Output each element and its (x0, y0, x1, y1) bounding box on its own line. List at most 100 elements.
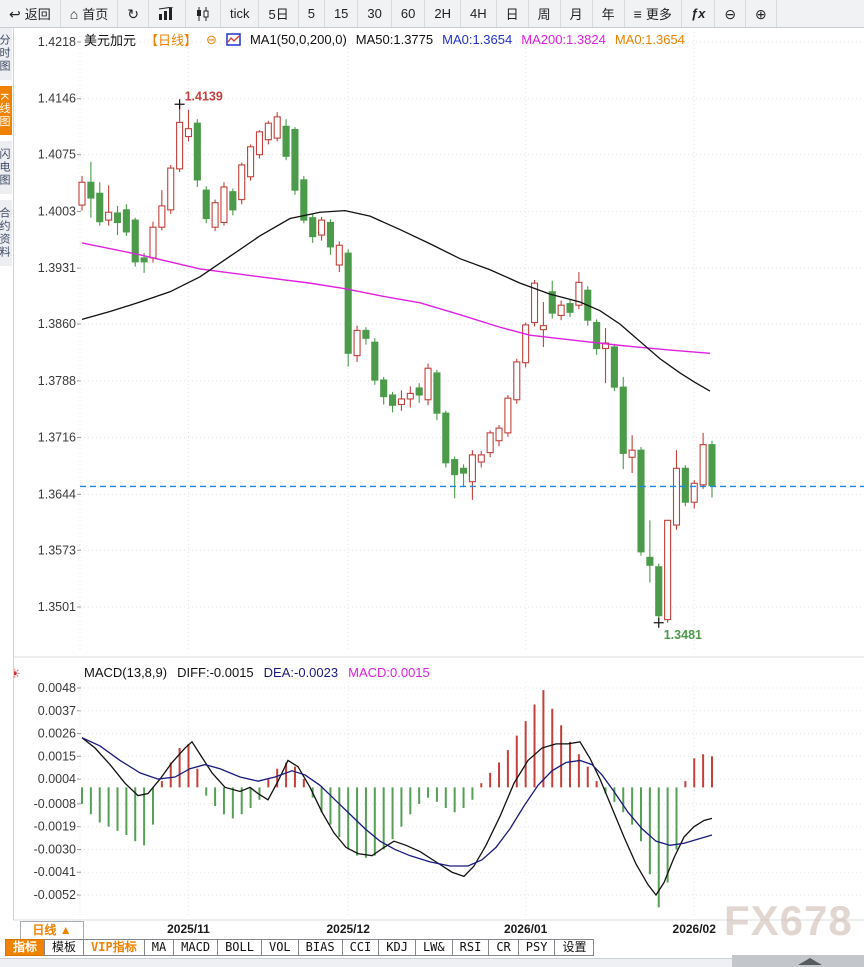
ma0-orange-value: MA0:1.3654 (614, 32, 685, 47)
tab-MACD[interactable]: MACD (173, 939, 219, 956)
ma50-value: MA50:1.3775 (355, 32, 434, 47)
diff-value: DIFF:-0.0015 (177, 665, 254, 680)
toolbar-item-refresh[interactable]: ↻ (118, 0, 149, 27)
toolbar-item-tick[interactable]: tick (221, 0, 260, 27)
toolbar-item-home[interactable]: ⌂ 首页 (61, 0, 119, 27)
ma-settings-label: MA1(50,0,200,0) (249, 32, 347, 47)
tab-指标[interactable]: 指标 (5, 939, 46, 956)
toolbar-item-candlestick[interactable] (186, 0, 221, 27)
svg-text:2026/02: 2026/02 (673, 922, 717, 936)
toolbar-item-day[interactable]: 日 (497, 0, 529, 27)
tab-VIP指标[interactable]: VIP指标 (83, 939, 145, 956)
watermark: FX678 (724, 897, 853, 944)
tab-PSY[interactable]: PSY (517, 939, 556, 956)
tab-BIAS[interactable]: BIAS (297, 939, 343, 956)
toolbar-label: 2H (434, 6, 451, 21)
toolbar-item-back[interactable]: ↩ 返回 (0, 0, 61, 27)
toolbar-label: 15 (333, 6, 349, 21)
toolbar-item-zoom-out[interactable]: ⊖ (715, 0, 747, 27)
svg-text:1.4146: 1.4146 (38, 92, 76, 106)
toolbar-label: 30 (367, 6, 382, 21)
collapse-panel-icon[interactable]: ⊖ (206, 31, 217, 47)
tab-LW&[interactable]: LW& (414, 939, 453, 956)
toolbar-label: 5日 (268, 7, 289, 22)
toolbar-item-m15[interactable]: 15 (325, 0, 359, 27)
svg-text:-0.0052: -0.0052 (34, 888, 76, 902)
toolbar-item-h2[interactable]: 2H (425, 0, 461, 27)
tab-CR[interactable]: CR (488, 939, 519, 956)
toolbar-label: 5 (307, 6, 315, 21)
ma50-line (81, 209, 711, 392)
tab-设置[interactable]: 设置 (554, 939, 595, 956)
svg-text:1.3860: 1.3860 (38, 317, 76, 331)
tab-BOLL[interactable]: BOLL (217, 939, 262, 956)
svg-text:1.3788: 1.3788 (38, 374, 76, 388)
svg-text:1.4003: 1.4003 (38, 204, 76, 218)
svg-text:-0.0041: -0.0041 (34, 865, 76, 879)
menu-icon: ≡ (633, 5, 642, 22)
toolbar-item-more[interactable]: ≡ 更多 (625, 0, 682, 27)
toolbar-label: 日 (505, 7, 519, 22)
svg-text:1.3644: 1.3644 (38, 487, 76, 501)
tab-RSI[interactable]: RSI (451, 939, 490, 956)
svg-text:1.3931: 1.3931 (38, 261, 76, 275)
tab-模板[interactable]: 模板 (44, 939, 85, 956)
toolbar-label: 60 (400, 6, 416, 21)
svg-text:0.0026: 0.0026 (38, 727, 76, 741)
sidebar-item-1[interactable]: K线图 (0, 86, 12, 136)
tab-CCI[interactable]: CCI (341, 939, 380, 956)
svg-text:1.3481: 1.3481 (664, 628, 702, 642)
ma200-line (81, 242, 711, 354)
svg-text:2026/01: 2026/01 (504, 922, 548, 936)
ma-chart-icon (226, 33, 241, 46)
svg-text:1.3573: 1.3573 (38, 543, 76, 557)
svg-text:1.4075: 1.4075 (38, 148, 76, 162)
toolbar-item-year[interactable]: 年 (593, 0, 625, 27)
toolbar-label: 月 (569, 7, 583, 22)
svg-text:-0.0030: -0.0030 (34, 842, 76, 856)
dea-value: DEA:-0.0023 (263, 665, 339, 680)
svg-text:-0.0019: -0.0019 (34, 820, 76, 834)
sidebar-item-3[interactable]: 合约资料 (0, 200, 12, 267)
toolbar-item-m30[interactable]: 30 (358, 0, 392, 27)
panel-expand-handle[interactable] (732, 955, 864, 967)
sidebar-item-0[interactable]: 分时图 (0, 27, 12, 80)
tab-MA[interactable]: MA (143, 939, 175, 956)
sidebar-item-2[interactable]: 闪电图 (0, 141, 12, 195)
refresh-icon: ↻ (127, 5, 139, 22)
macd-value: MACD:0.0015 (348, 665, 430, 680)
home-icon: ⌂ (69, 5, 79, 22)
toolbar-item-week[interactable]: 周 (529, 0, 561, 27)
toolbar-label: 4H (469, 6, 487, 21)
tab-KDJ[interactable]: KDJ (378, 939, 416, 956)
expand-arrow-icon (798, 958, 822, 965)
dea-line (81, 737, 713, 867)
toolbar-item-zoom-in[interactable]: ⊕ (746, 0, 777, 27)
svg-text:2025/12: 2025/12 (326, 922, 370, 936)
toolbar-item-h4[interactable]: 4H (461, 0, 497, 27)
tab-VOL[interactable]: VOL (260, 939, 299, 956)
toolbar-item-bar-chart[interactable] (149, 0, 186, 27)
toolbar-item-fx[interactable]: ƒx (682, 0, 716, 27)
zoom-out-icon: ⊖ (724, 5, 737, 22)
period-selector-button[interactable]: 日线 ▲ (20, 921, 84, 940)
svg-text:1.3501: 1.3501 (38, 600, 76, 614)
period-label: 【日线】 (145, 33, 198, 48)
chart-header: 美元加元 【日线】 ⊖ MA1(50,0,200,0) MA50:1.3775 … (84, 30, 685, 49)
toolbar-item-m5[interactable]: 5 (299, 0, 325, 27)
toolbar-label: 更多 (645, 7, 672, 22)
annotations-layer: 1.4139 1.3481 (174, 89, 702, 642)
macd-formula-label: MACD(13,8,9) (84, 665, 168, 680)
indicator-tabs: 指标 模板 VIP指标 MA MACD BOLL VOL BIAS CCI KDJ LW& RSI CR… (5, 939, 595, 958)
toolbar-item-month[interactable]: 月 (561, 0, 593, 27)
toolbar-item-5d[interactable]: 5日 (259, 0, 299, 27)
grid-layer (13, 32, 864, 921)
indicator-settings-icon[interactable]: ☀ (9, 666, 21, 681)
top-toolbar: ↩ 返回 ⌂ 首页 ↻ tick 5日 5 15 30 60 2H 4H 日周月年 ≡ 更多 ƒx ⊖ ⊕ (0, 0, 864, 28)
candles-layer (78, 104, 716, 623)
toolbar-label: 周 (537, 7, 551, 22)
toolbar-item-m60[interactable]: 60 (392, 0, 426, 27)
toolbar-label: 返回 (24, 7, 51, 22)
